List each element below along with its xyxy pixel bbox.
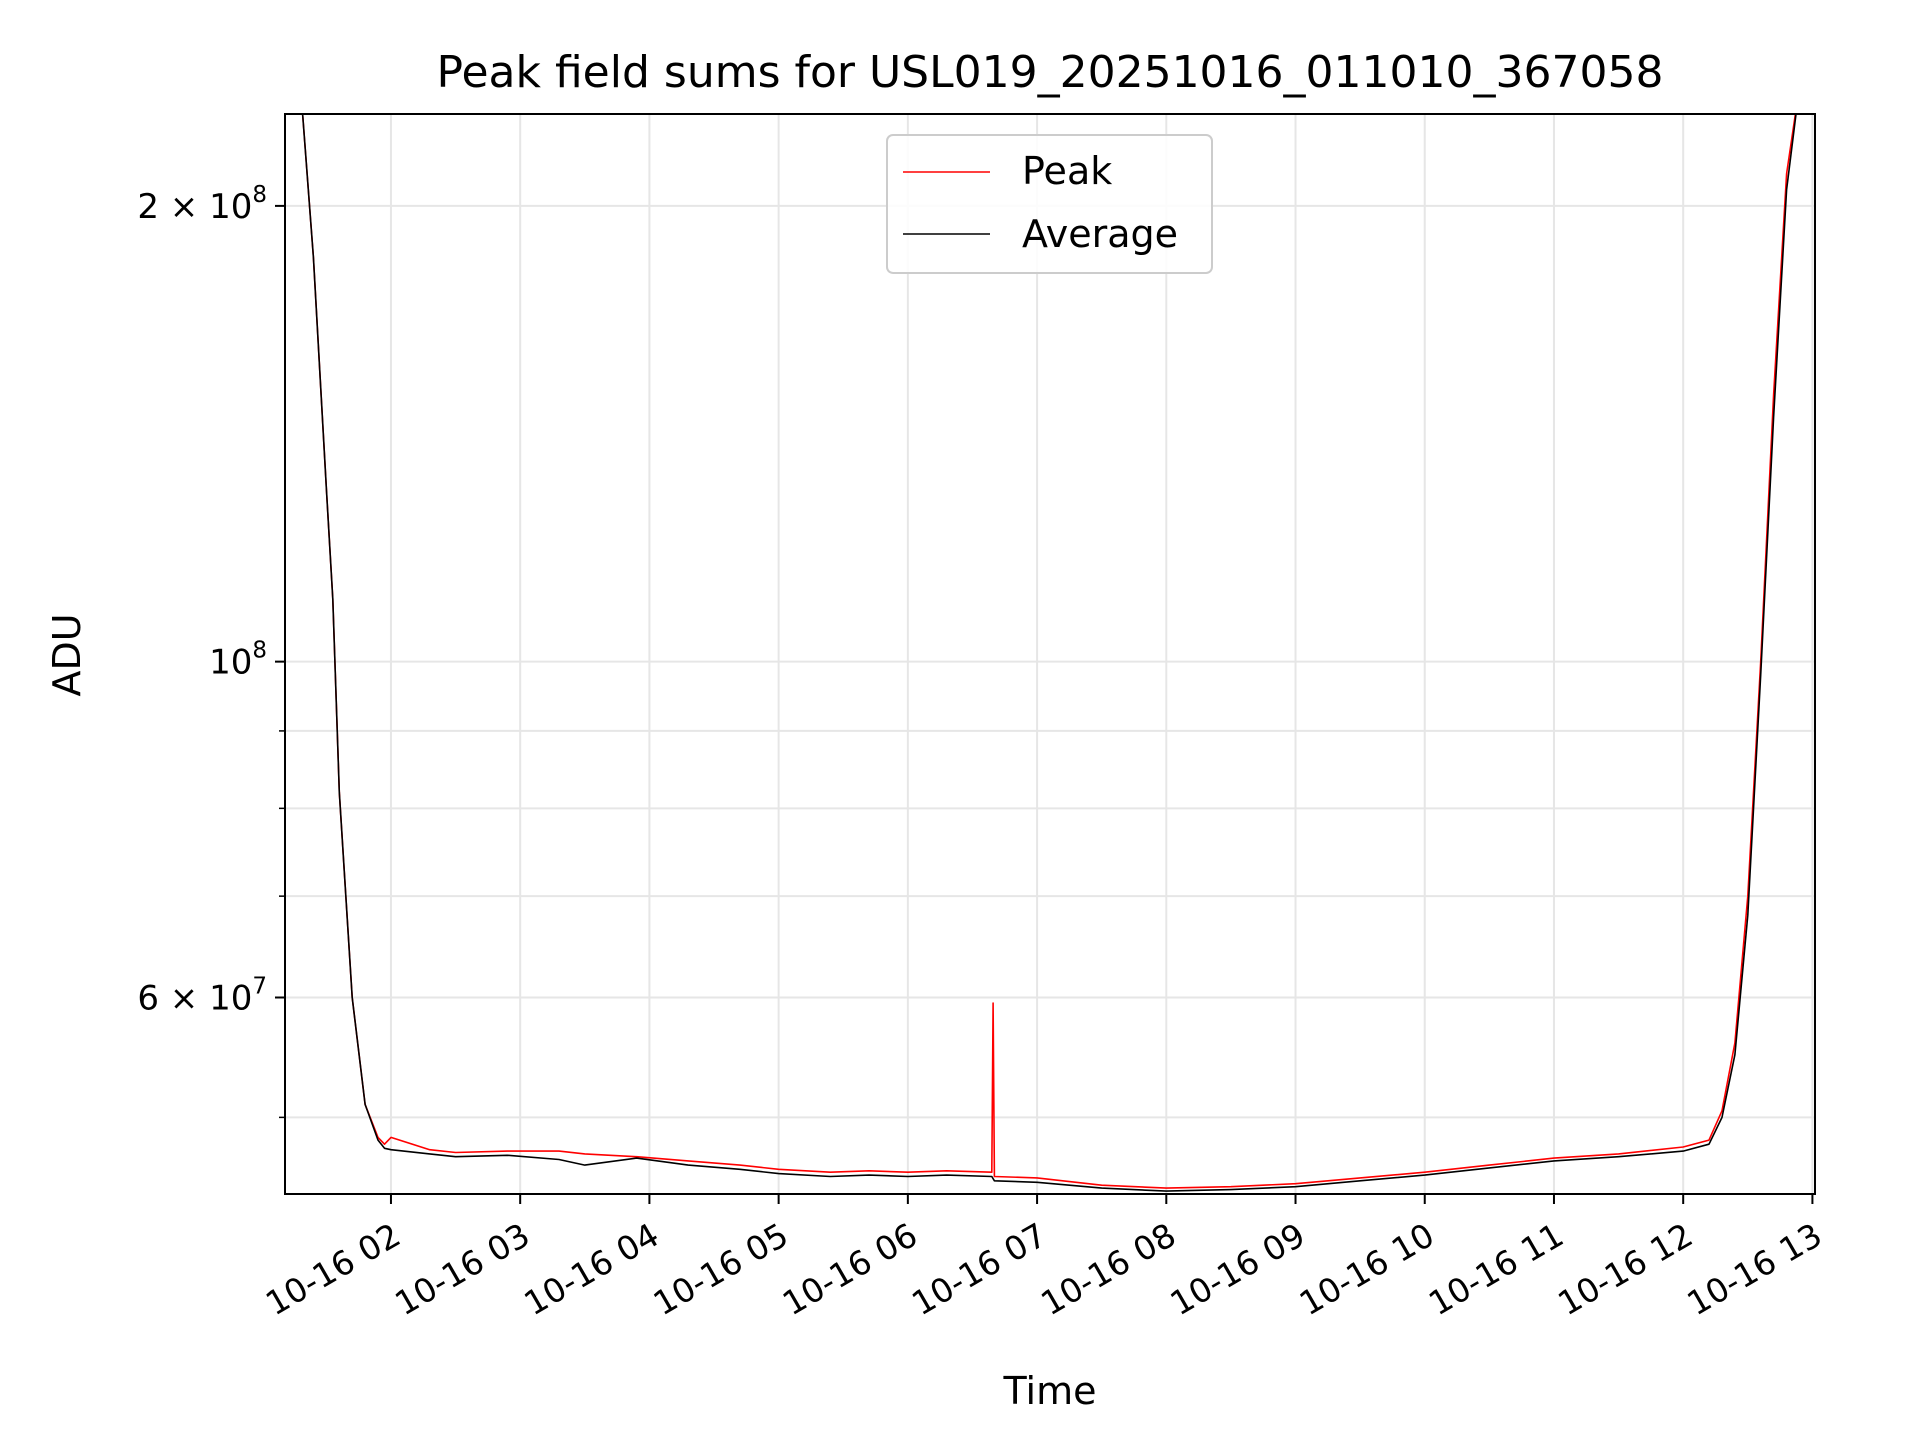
legend-peak-label: Peak (1022, 149, 1112, 193)
y-tick-label: 2 × 108 (137, 182, 267, 227)
y-axis-label: ADU (45, 613, 89, 696)
legend: Peak Average (886, 134, 1213, 274)
series-average-line (301, 114, 1797, 1192)
legend-box (886, 134, 1213, 274)
y-tick-label: 6 × 107 (137, 974, 267, 1019)
plot-frame (284, 113, 1816, 1195)
series-layer (301, 114, 1797, 1192)
chart-title: Peak field sums for USL019_20251016_0110… (437, 47, 1664, 98)
grid (285, 114, 1815, 1194)
legend-average-label: Average (1022, 212, 1178, 256)
y-tick-labels: 2 × 108 108 6 × 107 (137, 182, 267, 1019)
x-axis-label: Time (1003, 1369, 1097, 1413)
y-tick-label: 108 (209, 638, 267, 683)
axis-ticks (275, 204, 1814, 1204)
